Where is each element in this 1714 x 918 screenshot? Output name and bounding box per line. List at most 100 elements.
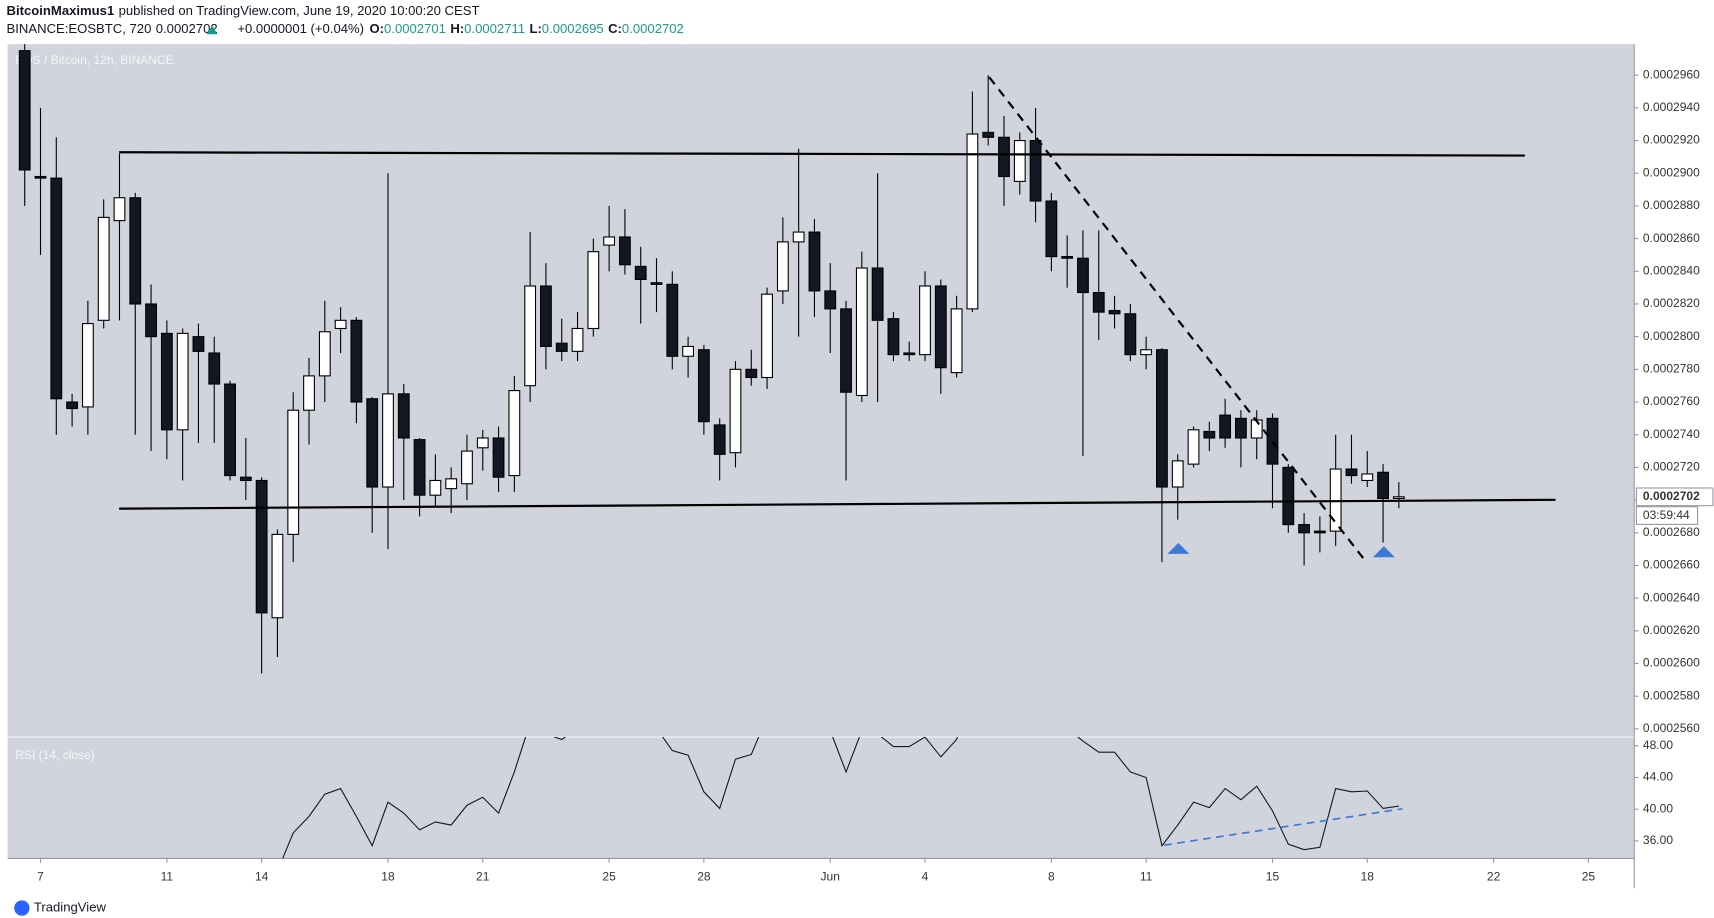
candle-body [524, 285, 537, 387]
candle-body [840, 308, 852, 393]
x-tick-label: 14 [255, 869, 269, 883]
rsi-title: RSI (14, close) [15, 748, 95, 762]
candle-body [397, 393, 410, 439]
candle-body [1392, 496, 1405, 500]
candle-body [950, 308, 963, 374]
candle-body [934, 285, 947, 369]
y-tick-label: 0.0002880 [1643, 198, 1700, 212]
candle-body [919, 285, 931, 356]
x-tick-label: 11 [161, 869, 174, 883]
footer: TradingView [14, 900, 106, 916]
candle-body [1140, 349, 1153, 356]
h-value: 0.0002711 [464, 21, 525, 36]
candle-body [145, 303, 157, 338]
candle-body [66, 401, 79, 410]
x-tick-label: 28 [697, 869, 711, 883]
candle-body [1313, 530, 1326, 534]
candle-body [792, 231, 805, 243]
y-tick-label: 36.00 [1643, 833, 1673, 847]
last: 0.0002702 [156, 21, 218, 36]
published: published on TradingView.com, June 19, 2… [119, 4, 480, 19]
candle-body [160, 332, 173, 431]
last-price-box [1635, 487, 1714, 507]
candle-body [508, 390, 521, 477]
y-tick-label: 0.0002920 [1643, 133, 1700, 147]
candle-body [1345, 468, 1358, 477]
candle-body [350, 319, 363, 403]
y-tick-label: 0.0002780 [1643, 361, 1700, 375]
x-tick-label: 21 [476, 869, 490, 883]
candle-body [1187, 429, 1200, 465]
x-tick-label: 8 [1048, 869, 1055, 883]
candle-body [34, 175, 47, 179]
candle-body [540, 285, 552, 348]
c-value: 0.0002702 [622, 21, 684, 36]
candle-body [587, 251, 600, 330]
candle-body [555, 342, 568, 352]
candle-body [1266, 417, 1279, 465]
y-tick-label: 0.0002820 [1643, 296, 1700, 310]
candle-body [50, 177, 63, 400]
x-tick-label: 18 [381, 869, 395, 883]
y-tick-label: 0.0002600 [1643, 656, 1700, 670]
candle-body [713, 424, 726, 455]
candle-body [445, 478, 458, 490]
candle-body [1203, 430, 1216, 439]
author: BitcoinMaximus1 [7, 4, 115, 19]
candle-body [824, 290, 837, 310]
candle-body [255, 479, 268, 614]
x-tick-label: 7 [37, 869, 44, 883]
candle-body [776, 241, 789, 292]
candle-body [413, 439, 426, 496]
candle-body [887, 318, 900, 356]
up-arrow-icon [206, 25, 218, 35]
candle-body [634, 265, 647, 281]
x-tick-label: 18 [1361, 869, 1375, 883]
y-tick-label: 0.0002940 [1643, 100, 1700, 114]
y-tick-label: 48.00 [1643, 738, 1673, 752]
candle-body [1156, 349, 1168, 488]
o-label: O: [369, 21, 384, 36]
y-tick-label: 0.0002660 [1643, 558, 1700, 572]
symbol: BINANCE:EOSBTC, 720 [7, 21, 152, 36]
y-tick-label: 0.0002800 [1643, 329, 1700, 343]
publish-line: BitcoinMaximus1 published on TradingView.… [7, 4, 480, 19]
candle-body [571, 327, 584, 352]
candle-body [1282, 466, 1295, 526]
candle-body [650, 282, 663, 285]
candle-body [1108, 309, 1121, 315]
candle-body [271, 533, 284, 619]
candle-body [666, 283, 679, 357]
rsi-line [282, 737, 1399, 859]
y-tick-label: 0.0002680 [1643, 525, 1700, 539]
plot-background [7, 44, 1635, 859]
support-line [119, 498, 1556, 510]
candle-body [855, 267, 868, 397]
y-tick-label: 0.0002960 [1643, 67, 1700, 81]
candle-body [18, 50, 31, 171]
candle-body [1092, 291, 1105, 313]
candle-body [287, 409, 300, 535]
candle-body [697, 349, 710, 423]
y-tick-label: 0.0002580 [1643, 688, 1700, 702]
candle-body [1029, 140, 1042, 202]
candle-body [239, 476, 252, 482]
candle-body [224, 383, 236, 477]
y-tick-label: 0.0002900 [1643, 165, 1700, 179]
resistance-line [119, 151, 1525, 157]
x-tick-label: 11 [1140, 869, 1153, 883]
candle-body [1013, 140, 1026, 182]
candle-body [682, 345, 695, 357]
y-tick-label: 0.0002720 [1643, 460, 1700, 474]
candle-body [808, 231, 821, 292]
candle-body [192, 336, 205, 352]
y-tick-label: 0.0002560 [1643, 721, 1700, 735]
candle-body [998, 136, 1010, 178]
countdown-box [1635, 506, 1699, 525]
pane-title: EOS / Bitcoin, 12h, BINANCE [15, 53, 173, 67]
candle-body [382, 393, 394, 488]
candle-body [1124, 313, 1137, 356]
y-tick-label: 44.00 [1643, 770, 1673, 784]
candle-body [176, 332, 189, 431]
